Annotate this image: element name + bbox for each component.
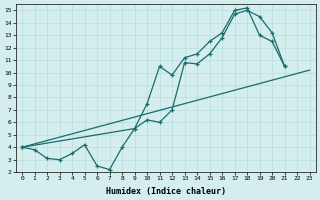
X-axis label: Humidex (Indice chaleur): Humidex (Indice chaleur) xyxy=(106,187,226,196)
